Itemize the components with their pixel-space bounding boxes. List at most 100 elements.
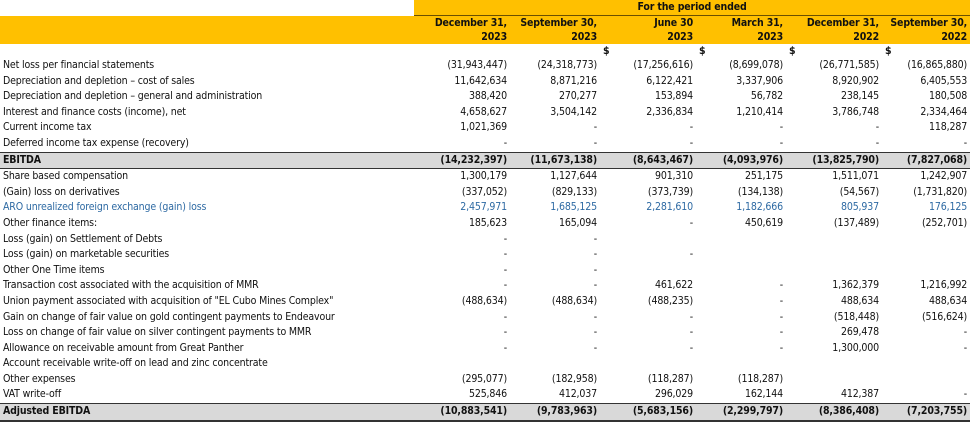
- row-value: 412,387: [840, 388, 879, 401]
- row-value: -: [689, 310, 693, 323]
- row-value: -: [689, 216, 693, 229]
- row-value: -: [689, 121, 693, 134]
- row-value: 3,786,748: [832, 105, 879, 118]
- currency-symbol: $: [603, 45, 610, 57]
- row-label: Loss on change of fair value on silver c…: [3, 326, 312, 339]
- row-value: (134,138): [737, 185, 783, 198]
- row-label: Depreciation and depletion – cost of sal…: [3, 74, 195, 87]
- row-value: -: [779, 310, 783, 323]
- row-value: (14,232,397): [414, 151, 510, 170]
- row-value: [882, 263, 970, 279]
- period-title: For the period ended: [414, 0, 970, 16]
- table-row: Depreciation and depletion – cost of sal…: [0, 74, 970, 90]
- row-value: -: [503, 341, 507, 354]
- row-value: (2,299,797): [696, 403, 786, 422]
- row-value: 1,300,179: [460, 170, 507, 183]
- row-value: (13,825,790): [786, 151, 882, 170]
- row-value: (373,739): [647, 185, 693, 198]
- row-value: 450,619: [744, 216, 783, 229]
- row-value: -: [779, 294, 783, 307]
- row-value: 461,622: [654, 279, 693, 292]
- row-value: (8,386,408): [786, 403, 882, 422]
- table-row: Union payment associated with acquisitio…: [0, 294, 970, 310]
- row-value: 1,210,414: [736, 105, 783, 118]
- row-value: [696, 263, 786, 279]
- row-value: -: [779, 279, 783, 292]
- row-value: -: [593, 232, 597, 245]
- row-label: Transaction cost associated with the acq…: [3, 279, 259, 292]
- row-label: Share based compensation: [3, 170, 128, 183]
- row-value: -: [593, 136, 597, 149]
- period-year: 2023: [414, 30, 510, 44]
- row-value: 296,029: [654, 388, 693, 401]
- header-blank-cell: [0, 15, 414, 30]
- row-value: 56,782: [750, 90, 783, 103]
- row-value: (252,701): [921, 216, 968, 229]
- currency-symbol: $: [699, 45, 706, 57]
- row-value: -: [779, 326, 783, 339]
- row-value: -: [503, 232, 507, 245]
- row-label: (Gain) loss on derivatives: [3, 185, 120, 198]
- period-year: 2023: [600, 30, 696, 44]
- row-value: (9,783,963): [510, 403, 600, 422]
- row-value: 6,405,553: [920, 74, 968, 87]
- row-value: 270,277: [558, 90, 597, 103]
- row-value: -: [963, 341, 968, 354]
- row-label: Depreciation and depletion – general and…: [3, 90, 263, 103]
- currency-symbol: [414, 44, 510, 58]
- row-value: [786, 247, 882, 263]
- row-label: ARO unrealized foreign exchange (gain) l…: [3, 201, 207, 214]
- period-year: 2022: [882, 30, 970, 44]
- row-value: 2,457,971: [460, 201, 507, 214]
- row-label: EBITDA: [0, 151, 414, 170]
- table-row: Loss (gain) on Settlement of Debts - -: [0, 232, 970, 248]
- row-value: 176,125: [929, 201, 968, 214]
- row-value: -: [779, 136, 783, 149]
- row-value: (488,634): [551, 294, 597, 307]
- row-label: Other One Time items: [3, 263, 105, 276]
- period-date: June 30: [600, 15, 696, 30]
- row-value: 2,281,610: [646, 201, 693, 214]
- row-value: [696, 232, 786, 248]
- row-value: 3,337,906: [736, 74, 783, 87]
- row-label: Gain on change of fair value on gold con…: [3, 310, 335, 323]
- row-value: -: [689, 248, 693, 261]
- row-value: (8,699,078): [729, 59, 783, 71]
- period-year: 2023: [696, 30, 786, 44]
- row-value: (7,203,755): [882, 403, 970, 422]
- period-year: 2023: [510, 30, 600, 44]
- row-value: (137,489): [833, 216, 879, 229]
- row-value: [510, 356, 600, 372]
- row-value: 118,287: [929, 121, 968, 134]
- row-value: [600, 263, 696, 279]
- row-label: Union payment associated with acquisitio…: [3, 294, 334, 307]
- table-row: Other expenses (295,077) (182,958) (118,287…: [0, 372, 970, 388]
- row-value: [414, 356, 510, 372]
- table-row: Net loss per financial statements (31,943…: [0, 58, 970, 74]
- period-date: September 30,: [882, 15, 970, 30]
- row-value: [600, 356, 696, 372]
- row-value: 488,634: [929, 294, 968, 307]
- row-value: [882, 232, 970, 248]
- row-value: (295,077): [461, 372, 507, 385]
- row-value: -: [593, 248, 597, 261]
- period-year: 2022: [786, 30, 882, 44]
- row-value: (31,943,447): [447, 59, 507, 71]
- currency-symbol: $: [789, 45, 796, 57]
- adjusted-ebitda-total-row: Adjusted EBITDA (10,883,541) (9,783,963) (5…: [0, 403, 970, 422]
- period-date: September 30,: [510, 15, 600, 30]
- currency-symbol: [510, 44, 600, 58]
- table-row: Loss (gain) on marketable securities - - -: [0, 247, 970, 263]
- row-value: (24,318,773): [537, 59, 597, 71]
- row-value: (11,673,138): [510, 151, 600, 170]
- row-value: 153,894: [654, 90, 693, 103]
- row-value: -: [963, 326, 968, 339]
- row-value: -: [689, 136, 693, 149]
- row-label: Allowance on receivable amount from Grea…: [3, 341, 244, 354]
- table-row: ARO unrealized foreign exchange (gain) l…: [0, 200, 970, 216]
- row-value: -: [503, 279, 507, 292]
- row-value: 488,634: [840, 294, 879, 307]
- table-row: Gain on change of fair value on gold con…: [0, 310, 970, 326]
